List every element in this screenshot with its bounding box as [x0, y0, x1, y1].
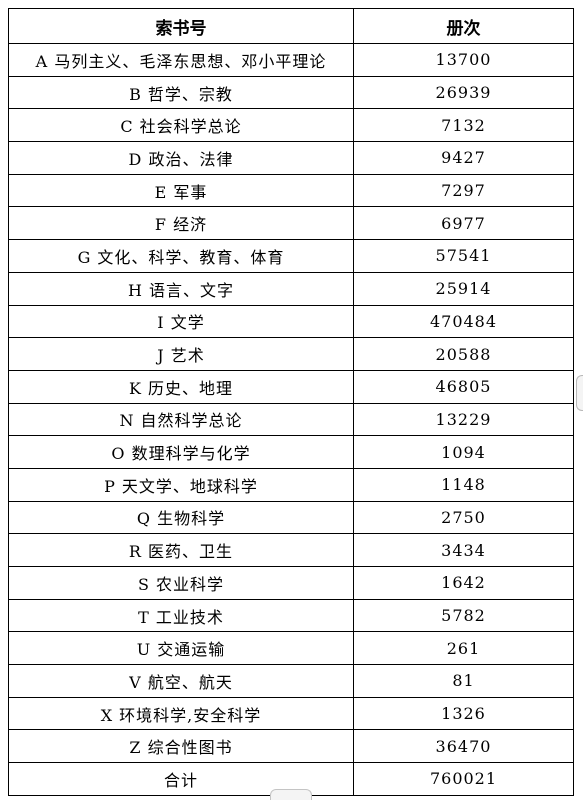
count-cell: 261 — [353, 631, 574, 666]
category-cell: O 数理科学与化学 — [8, 435, 354, 469]
count-cell: 1642 — [353, 566, 574, 600]
table-row: Q 生物科学 2750 — [8, 500, 574, 535]
count-cell: 26939 — [353, 75, 574, 110]
count-cell: 9427 — [353, 141, 574, 175]
category-cell: E 军事 — [8, 173, 354, 208]
table-row: R 医药、卫生 3434 — [8, 533, 574, 567]
count-cell: 20588 — [353, 337, 574, 371]
count-cell: 1326 — [353, 696, 574, 731]
table-row: J 艺术 20588 — [8, 337, 574, 371]
table-body: A 马列主义、毛泽东思想、邓小平理论 13700 B 哲学、宗教 26939 C 社会科… — [8, 43, 574, 764]
table-row: B 哲学、宗教 26939 — [8, 75, 574, 110]
table-row: T 工业技术 5782 — [8, 598, 574, 633]
table-row: E 军事 7297 — [8, 173, 574, 208]
count-cell: 470484 — [353, 304, 574, 339]
side-scroll-handle[interactable] — [576, 375, 583, 411]
category-cell: Q 生物科学 — [8, 500, 354, 535]
count-cell: 36470 — [353, 729, 574, 764]
category-cell: N 自然科学总论 — [8, 402, 354, 437]
category-cell: F 经济 — [8, 206, 354, 241]
category-cell: V 航空、航天 — [8, 664, 354, 698]
table-row: N 自然科学总论 13229 — [8, 402, 574, 437]
category-cell: I 文学 — [8, 304, 354, 339]
count-cell: 5782 — [353, 598, 574, 633]
table-row: F 经济 6977 — [8, 206, 574, 241]
count-cell: 25914 — [353, 271, 574, 306]
category-cell: P 天文学、地球科学 — [8, 467, 354, 502]
category-cell: K 历史、地理 — [8, 369, 354, 404]
category-cell: R 医药、卫生 — [8, 533, 354, 567]
count-cell: 6977 — [353, 206, 574, 241]
category-cell: T 工业技术 — [8, 598, 354, 633]
header-volumes: 册次 — [353, 8, 574, 44]
category-cell: H 语言、文字 — [8, 271, 354, 306]
count-cell: 57541 — [353, 239, 574, 273]
table-row: C 社会科学总论 7132 — [8, 108, 574, 143]
category-cell: J 艺术 — [8, 337, 354, 371]
table-row: Z 综合性图书 36470 — [8, 729, 574, 764]
category-cell: X 环境科学,安全科学 — [8, 696, 354, 731]
category-cell: D 政治、法律 — [8, 141, 354, 175]
count-cell: 2750 — [353, 500, 574, 535]
category-cell: G 文化、科学、教育、体育 — [8, 239, 354, 273]
table-row: A 马列主义、毛泽东思想、邓小平理论 13700 — [8, 43, 574, 77]
table-row: O 数理科学与化学 1094 — [8, 435, 574, 469]
count-cell: 1148 — [353, 467, 574, 502]
count-cell: 3434 — [353, 533, 574, 567]
category-cell: Z 综合性图书 — [8, 729, 354, 764]
table-row: P 天文学、地球科学 1148 — [8, 467, 574, 502]
table-row: I 文学 470484 — [8, 304, 574, 339]
category-cell: U 交通运输 — [8, 631, 354, 666]
category-cell: A 马列主义、毛泽东思想、邓小平理论 — [8, 43, 354, 77]
book-stats-table: 索书号 册次 A 马列主义、毛泽东思想、邓小平理论 13700 B 哲学、宗教 269… — [8, 8, 574, 796]
table-row: H 语言、文字 25914 — [8, 271, 574, 306]
table-row: K 历史、地理 46805 — [8, 369, 574, 404]
table-row: V 航空、航天 81 — [8, 664, 574, 698]
header-row: 索书号 册次 — [8, 8, 574, 44]
category-cell: C 社会科学总论 — [8, 108, 354, 143]
count-cell: 46805 — [353, 369, 574, 404]
total-count: 760021 — [353, 762, 574, 796]
category-cell: B 哲学、宗教 — [8, 75, 354, 110]
table-row: G 文化、科学、教育、体育 57541 — [8, 239, 574, 273]
table-row: X 环境科学,安全科学 1326 — [8, 696, 574, 731]
table-row: D 政治、法律 9427 — [8, 141, 574, 175]
count-cell: 7132 — [353, 108, 574, 143]
table-row: S 农业科学 1642 — [8, 566, 574, 600]
count-cell: 81 — [353, 664, 574, 698]
header-call-number: 索书号 — [8, 8, 354, 44]
category-cell: S 农业科学 — [8, 566, 354, 600]
count-cell: 7297 — [353, 173, 574, 208]
table-row: U 交通运输 261 — [8, 631, 574, 666]
count-cell: 1094 — [353, 435, 574, 469]
count-cell: 13700 — [353, 43, 574, 77]
count-cell: 13229 — [353, 402, 574, 437]
